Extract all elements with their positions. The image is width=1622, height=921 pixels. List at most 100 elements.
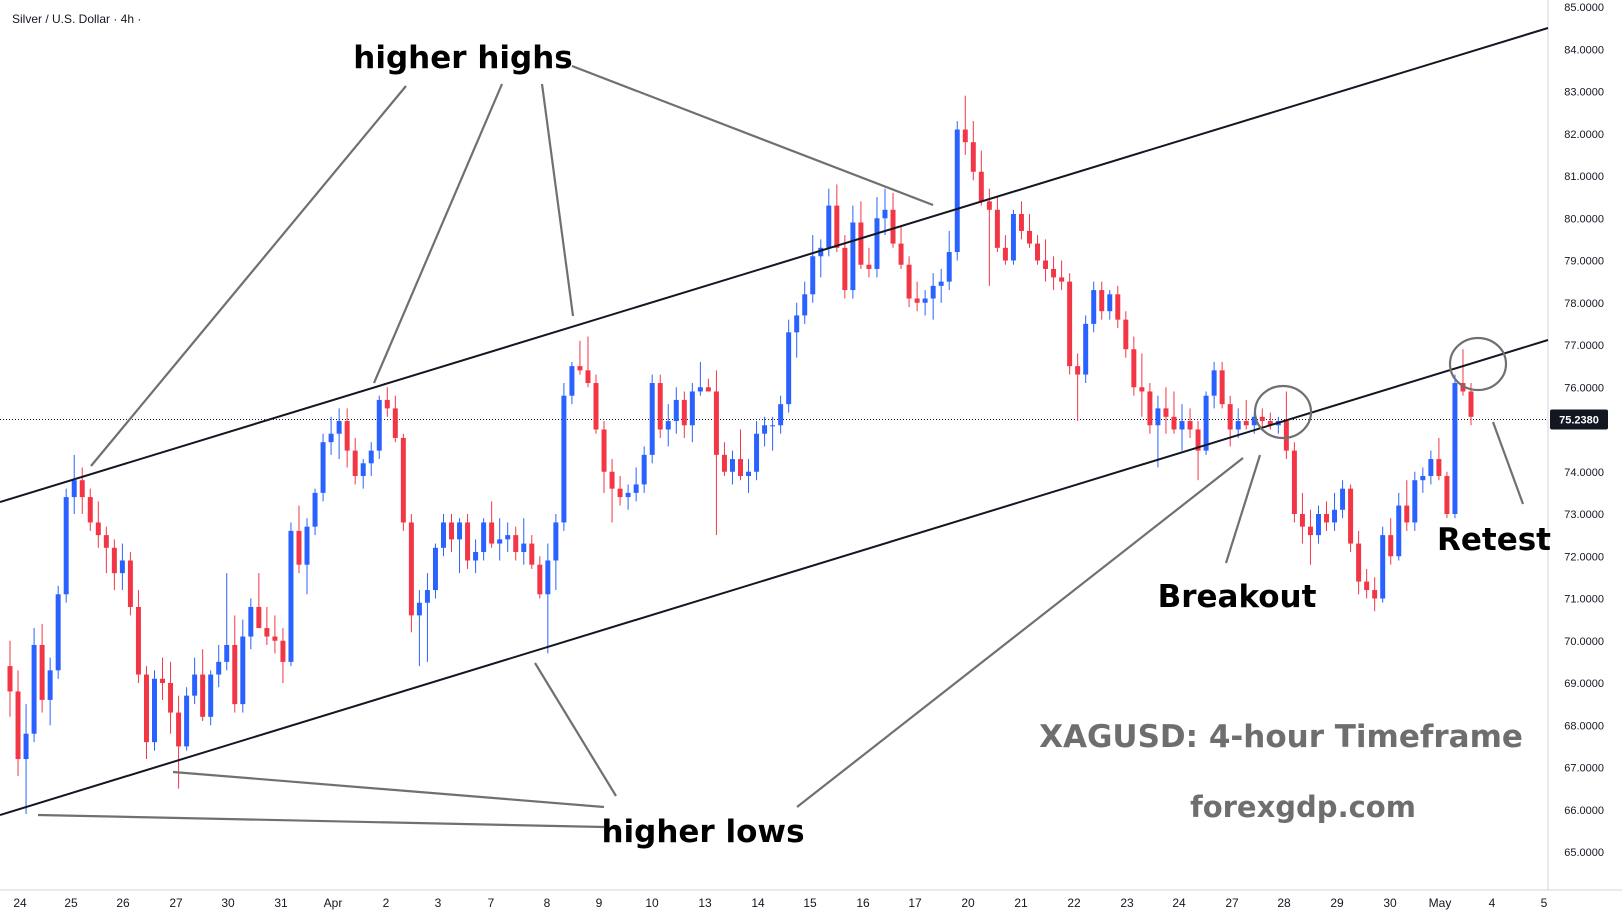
candle-body [1035, 243, 1041, 261]
candle-body [95, 522, 101, 536]
candle-body [802, 294, 808, 316]
candle-body [55, 594, 61, 671]
candle-body [569, 366, 575, 396]
candle-body [641, 454, 647, 485]
time-tick-label: 17 [908, 896, 922, 910]
candle-body [1324, 514, 1329, 523]
time-tick-label: Apr [324, 896, 343, 910]
price-tick-label: 85.0000 [1564, 2, 1604, 14]
time-axis[interactable]: 24 25 26 27 30 31 Apr 2 3 7 8 9 10 13 14 15 16 17 20 21 22 23… [13, 896, 1547, 910]
candle-body [296, 530, 302, 565]
candle-body [1027, 230, 1032, 244]
candle-body [930, 285, 936, 299]
candle-body [633, 484, 639, 493]
symbol-title[interactable]: Silver / U.S. Dollar · 4h · [12, 12, 142, 26]
time-tick-label: 15 [803, 896, 817, 910]
candle-body [184, 695, 190, 747]
candle-body [818, 247, 824, 257]
candle-body [786, 332, 792, 405]
label-retest: Retest [1437, 522, 1551, 558]
time-tick-label: 30 [221, 896, 235, 910]
candle-body [882, 209, 888, 219]
candle-body [240, 636, 246, 705]
candle-body [232, 644, 238, 705]
current-price-badge [1550, 409, 1608, 430]
candle-body [858, 222, 864, 265]
candle-body [986, 201, 992, 210]
candle-body [1259, 416, 1265, 422]
candle-body [705, 387, 711, 392]
candle-body [400, 437, 406, 523]
candle-body [352, 450, 358, 476]
candle-body [1388, 535, 1394, 557]
price-tick-label: 77.0000 [1564, 340, 1604, 352]
candle-body [457, 522, 463, 540]
candle-body [529, 543, 535, 565]
candle-body [280, 640, 286, 662]
candle-body [601, 429, 607, 472]
candle-body [649, 383, 655, 455]
time-tick-label: 16 [856, 896, 870, 910]
candle-body [681, 399, 687, 426]
candle-body [1091, 290, 1097, 324]
annotation-pointer-line [796, 457, 1244, 808]
price-tick-label: 65.0000 [1564, 847, 1604, 859]
candle-body [1067, 281, 1073, 367]
candle-body [1372, 590, 1378, 599]
candle-body [79, 480, 85, 498]
candle-body [1211, 370, 1217, 396]
candle-body [1340, 488, 1346, 510]
candle-body [1436, 459, 1442, 476]
price-axis[interactable]: 65.0000 66.0000 67.0000 68.0000 69.0000 70.00… [1550, 2, 1608, 859]
candle-body [1123, 319, 1129, 350]
candle-body [39, 644, 45, 700]
price-tick-label: 79.0000 [1564, 256, 1604, 268]
candle-body [1468, 391, 1474, 417]
price-tick-label: 80.0000 [1564, 213, 1604, 225]
candle-body [216, 661, 222, 675]
candle-body [344, 421, 350, 451]
candle-body [1452, 383, 1458, 514]
candle-body [954, 129, 960, 253]
candle-body [208, 674, 214, 717]
candle-body [320, 442, 326, 493]
candle-body [360, 463, 366, 476]
candle-body [111, 547, 117, 574]
candle-body [87, 497, 93, 523]
price-tick-label: 67.0000 [1564, 763, 1604, 775]
candle-body [1404, 505, 1410, 523]
candle-body [505, 535, 511, 540]
grid [0, 0, 1622, 891]
time-tick-label: 7 [488, 896, 495, 910]
candle-body [609, 471, 615, 489]
candle-body [914, 298, 920, 303]
breakout-circle [1253, 384, 1313, 440]
candle-body [1299, 514, 1305, 527]
candle-body [408, 522, 414, 616]
candle-body [834, 205, 840, 248]
candle-body [513, 535, 519, 553]
candle-body [826, 205, 832, 248]
candle-body [1075, 366, 1081, 375]
time-tick-label: 22 [1067, 896, 1081, 910]
candle-body [1315, 514, 1321, 536]
candle-body [1444, 475, 1450, 514]
candle-body [176, 712, 182, 747]
candle-body [874, 218, 880, 269]
candle-body [1147, 391, 1153, 426]
annotation-pointer-line [172, 770, 605, 809]
candle-body [697, 387, 703, 392]
price-tick-label: 71.0000 [1564, 594, 1604, 606]
candle-body [545, 560, 551, 595]
candle-body [762, 425, 768, 434]
time-tick-label: 21 [1014, 896, 1028, 910]
candle-body [103, 535, 109, 548]
candle-body [1131, 349, 1137, 388]
candle-body [1155, 408, 1161, 426]
candle-body [1195, 429, 1201, 451]
candle-body [288, 530, 294, 662]
candle-body [585, 370, 591, 384]
price-tick-label: 73.0000 [1564, 509, 1604, 521]
